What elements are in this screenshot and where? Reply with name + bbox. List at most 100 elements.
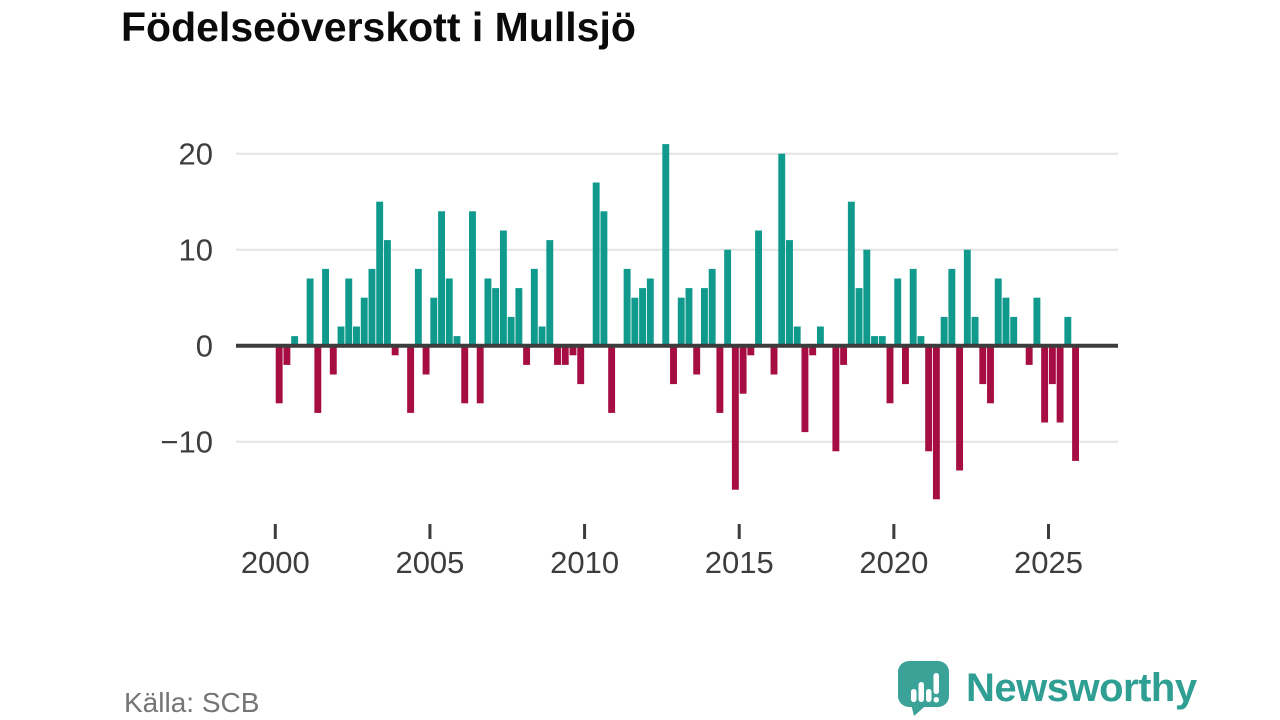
- bar-positive: [453, 336, 461, 346]
- bar-negative: [809, 345, 817, 356]
- bar-positive: [994, 278, 1002, 346]
- bar-positive: [337, 326, 345, 346]
- bar-positive: [623, 268, 631, 346]
- bar-positive: [1033, 297, 1041, 346]
- bar-positive: [507, 316, 515, 346]
- bar-positive: [871, 336, 878, 346]
- bar-negative: [747, 345, 755, 356]
- bar-negative: [275, 345, 283, 404]
- bar-positive: [1002, 297, 1010, 346]
- bar-positive: [530, 268, 538, 346]
- bar-positive: [677, 297, 685, 346]
- bar-positive: [1010, 316, 1018, 346]
- bar-negative: [925, 345, 933, 452]
- x-axis-label: 2015: [705, 545, 774, 580]
- bar-positive: [755, 230, 762, 346]
- bar-negative: [832, 345, 840, 452]
- bar-positive: [291, 336, 299, 346]
- bar-negative: [422, 345, 430, 375]
- y-axis-label: 0: [196, 329, 213, 364]
- bar-positive: [353, 326, 360, 346]
- bar-positive: [322, 268, 330, 346]
- bar-negative: [716, 345, 724, 413]
- bar-negative: [461, 345, 469, 404]
- bar-negative: [731, 345, 739, 490]
- bar-negative: [407, 345, 415, 413]
- bar-positive: [368, 268, 376, 346]
- bar-positive: [863, 249, 871, 346]
- bar-positive: [816, 326, 824, 346]
- bar-positive: [894, 278, 902, 346]
- bar-positive: [724, 249, 732, 346]
- bar-positive: [360, 297, 368, 346]
- source-note: Källa: SCB: [124, 687, 260, 718]
- bar-negative: [1056, 345, 1064, 423]
- bar-negative: [693, 345, 701, 375]
- bar-negative: [314, 345, 322, 413]
- bar-positive: [1064, 316, 1072, 346]
- y-axis-label: −10: [160, 425, 213, 460]
- bar-positive: [538, 326, 546, 346]
- bar-positive: [963, 249, 971, 346]
- bar-positive: [700, 288, 708, 346]
- bar-positive: [778, 153, 786, 346]
- x-axis-label: 2020: [859, 545, 928, 580]
- bar-positive: [855, 288, 863, 346]
- bar-negative: [283, 345, 291, 365]
- bar-positive: [793, 326, 801, 346]
- bar-negative: [902, 345, 909, 385]
- bar-positive: [600, 211, 608, 346]
- bar-positive: [484, 278, 492, 346]
- bar-positive: [430, 297, 438, 346]
- bar-negative: [932, 345, 940, 500]
- y-axis-label: 10: [179, 233, 213, 268]
- x-axis-label: 2005: [395, 545, 464, 580]
- bar-positive: [345, 278, 353, 346]
- bar-negative: [801, 345, 809, 433]
- bar-negative: [770, 345, 778, 375]
- bar-positive: [306, 278, 314, 346]
- bar-negative: [979, 345, 987, 385]
- bar-negative: [554, 345, 561, 365]
- x-axis-label: 2000: [241, 545, 310, 580]
- bar-positive: [662, 144, 670, 346]
- bar-negative: [987, 345, 994, 404]
- bar-negative: [840, 345, 848, 365]
- bar-negative: [523, 345, 531, 365]
- bar-negative: [1048, 345, 1056, 385]
- bar-negative: [329, 345, 337, 375]
- bar-positive: [909, 268, 917, 346]
- bar-positive: [515, 288, 523, 346]
- bar-positive: [438, 211, 445, 346]
- bar-positive: [546, 240, 554, 346]
- bar-negative: [577, 345, 585, 385]
- bar-positive: [685, 288, 693, 346]
- bar-positive: [878, 336, 886, 346]
- newsworthy-logo: Newsworthy: [897, 660, 1197, 717]
- bar-negative: [886, 345, 894, 404]
- newsworthy-speech-bubble-chart-icon: [898, 661, 949, 716]
- x-axis-label: 2025: [1014, 545, 1083, 580]
- chart-title: Födelseöverskott i Mullsjö: [121, 4, 636, 50]
- bar-negative: [476, 345, 484, 404]
- bar-positive: [631, 297, 639, 346]
- bar-negative: [561, 345, 569, 365]
- bar-positive: [469, 211, 476, 346]
- bar-negative: [670, 345, 677, 385]
- bar-positive: [940, 316, 948, 346]
- bar-negative: [1072, 345, 1080, 461]
- bar-negative: [569, 345, 577, 356]
- bar-positive: [414, 268, 422, 346]
- logo-wordmark: Newsworthy: [966, 666, 1197, 710]
- bar-positive: [786, 240, 793, 346]
- bar-positive: [492, 288, 500, 346]
- bar-positive: [383, 240, 391, 346]
- bar-positive: [639, 288, 647, 346]
- bar-positive: [376, 201, 384, 346]
- bar-negative: [391, 345, 399, 356]
- bar-negative: [1025, 345, 1033, 365]
- bar-negative: [956, 345, 964, 471]
- x-axis-label: 2010: [550, 545, 619, 580]
